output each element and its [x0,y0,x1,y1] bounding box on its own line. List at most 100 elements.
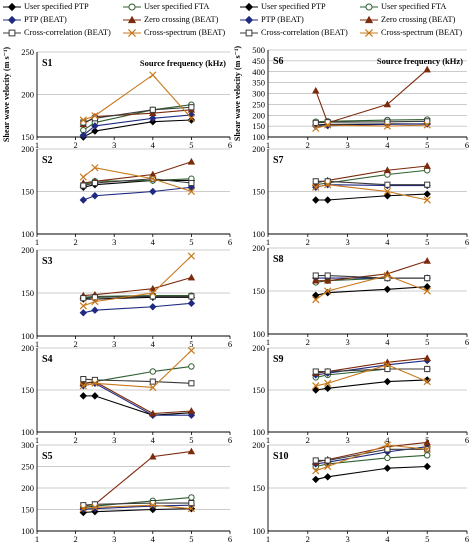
data-point [312,196,320,204]
series-line [315,119,428,123]
legend-label: Cross-spectrum (BEAT) [381,28,463,37]
x-tick-label: 2 [306,337,310,347]
series-line [315,69,428,124]
x-tick-label: 6 [465,435,469,445]
series-line [83,119,192,138]
data-point [187,346,196,355]
data-point [188,380,195,387]
data-point [91,297,99,306]
data-point [423,445,431,453]
data-point [149,501,157,509]
legend-marker [8,29,16,37]
y-tick-label: 100 [252,427,265,437]
data-point [423,452,431,459]
x-tick-label: 6 [228,435,232,445]
data-point [149,71,157,79]
legend-item-user-fta: User specified FTA [359,1,475,13]
data-point [91,192,99,200]
series-line [315,165,428,184]
data-point [91,164,99,172]
x-tick-label: 2 [306,435,310,445]
x-tick-label: 5 [189,140,193,150]
x-tick-label: 1 [35,237,39,247]
y-tick-label: 100 [21,229,34,239]
series-line [83,504,192,510]
data-point [312,295,320,304]
data-point [383,100,392,108]
data-point [91,392,99,400]
series-line [83,350,192,389]
data-point [424,275,431,282]
data-point [79,309,88,317]
x-tick-label: 2 [306,237,310,247]
series-user-specified-ptp [312,462,431,484]
panel-label: S10 [273,451,289,462]
data-point [187,273,196,281]
legend-label: Cross-correlation (BEAT) [261,28,348,37]
data-point [149,452,157,460]
y-tick-label: 250 [21,462,34,472]
data-point [149,303,157,311]
chart-panel-s5: 100 150 200 250 300 1 2 3 4 5 6 S5 [21,440,232,544]
data-point [312,368,319,375]
x-tick-label: 6 [465,337,469,347]
data-point [91,179,98,187]
y-tick-label: 250 [21,47,34,57]
data-point [188,499,195,507]
x-tick-label: 3 [112,339,116,349]
x-tick-label: 1 [266,337,270,347]
y-tick-label: 200 [252,343,265,353]
x-tick-label: 1 [35,339,39,349]
data-point [149,175,157,183]
series-line [83,186,192,201]
legend-item-cross-correlation: Cross-correlation (BEAT) [239,27,357,39]
legend-swatch [360,15,378,24]
data-point [188,104,195,111]
data-point [188,293,195,300]
x-tick-label: 5 [189,339,193,349]
data-point [80,376,87,383]
data-point [383,192,392,200]
series-line [315,444,428,472]
y-tick-label: 100 [21,427,34,437]
data-point [423,190,431,198]
data-point [324,462,332,471]
data-point [423,162,431,169]
data-point [384,446,391,453]
legend-marker [244,2,254,12]
series-line [83,381,192,415]
legend-marker [364,15,374,24]
data-point [149,284,157,292]
chart-panel-s4: 100 150 200 1 2 3 4 5 6 S4 [21,343,232,445]
y-tick-label: 450 [252,56,265,66]
series-line [83,504,192,511]
data-point [79,392,88,400]
data-point [79,116,87,124]
legend-item-zero-crossing: Zero crossing (BEAT) [122,14,238,26]
series-line [315,360,428,376]
x-tick-label: 4 [151,534,156,544]
data-point [91,294,98,301]
data-point [79,173,87,181]
x-tick-label: 4 [151,339,156,349]
legend-swatch [123,15,141,24]
legend-swatch [3,15,21,25]
data-point [188,363,195,370]
legend-label: User specified PTP [24,2,89,11]
data-point [187,157,196,165]
data-point [79,382,87,390]
chart-panel-s7: 100 150 200 1 2 3 4 5 6 S7 [252,144,469,247]
x-tick-label: 2 [73,435,77,445]
y-tick-label: 250 [252,99,265,109]
legend-label: PTP (BEAT) [261,15,304,24]
data-point [423,283,431,291]
series-line [83,395,192,416]
y-tick-label: 150 [21,132,34,142]
series-cross-correlation-beat [312,365,431,375]
x-tick-label: 3 [112,534,116,544]
x-tick-label: 5 [189,435,193,445]
data-point [91,306,99,314]
data-point [149,187,157,196]
legend-marker [365,3,373,11]
